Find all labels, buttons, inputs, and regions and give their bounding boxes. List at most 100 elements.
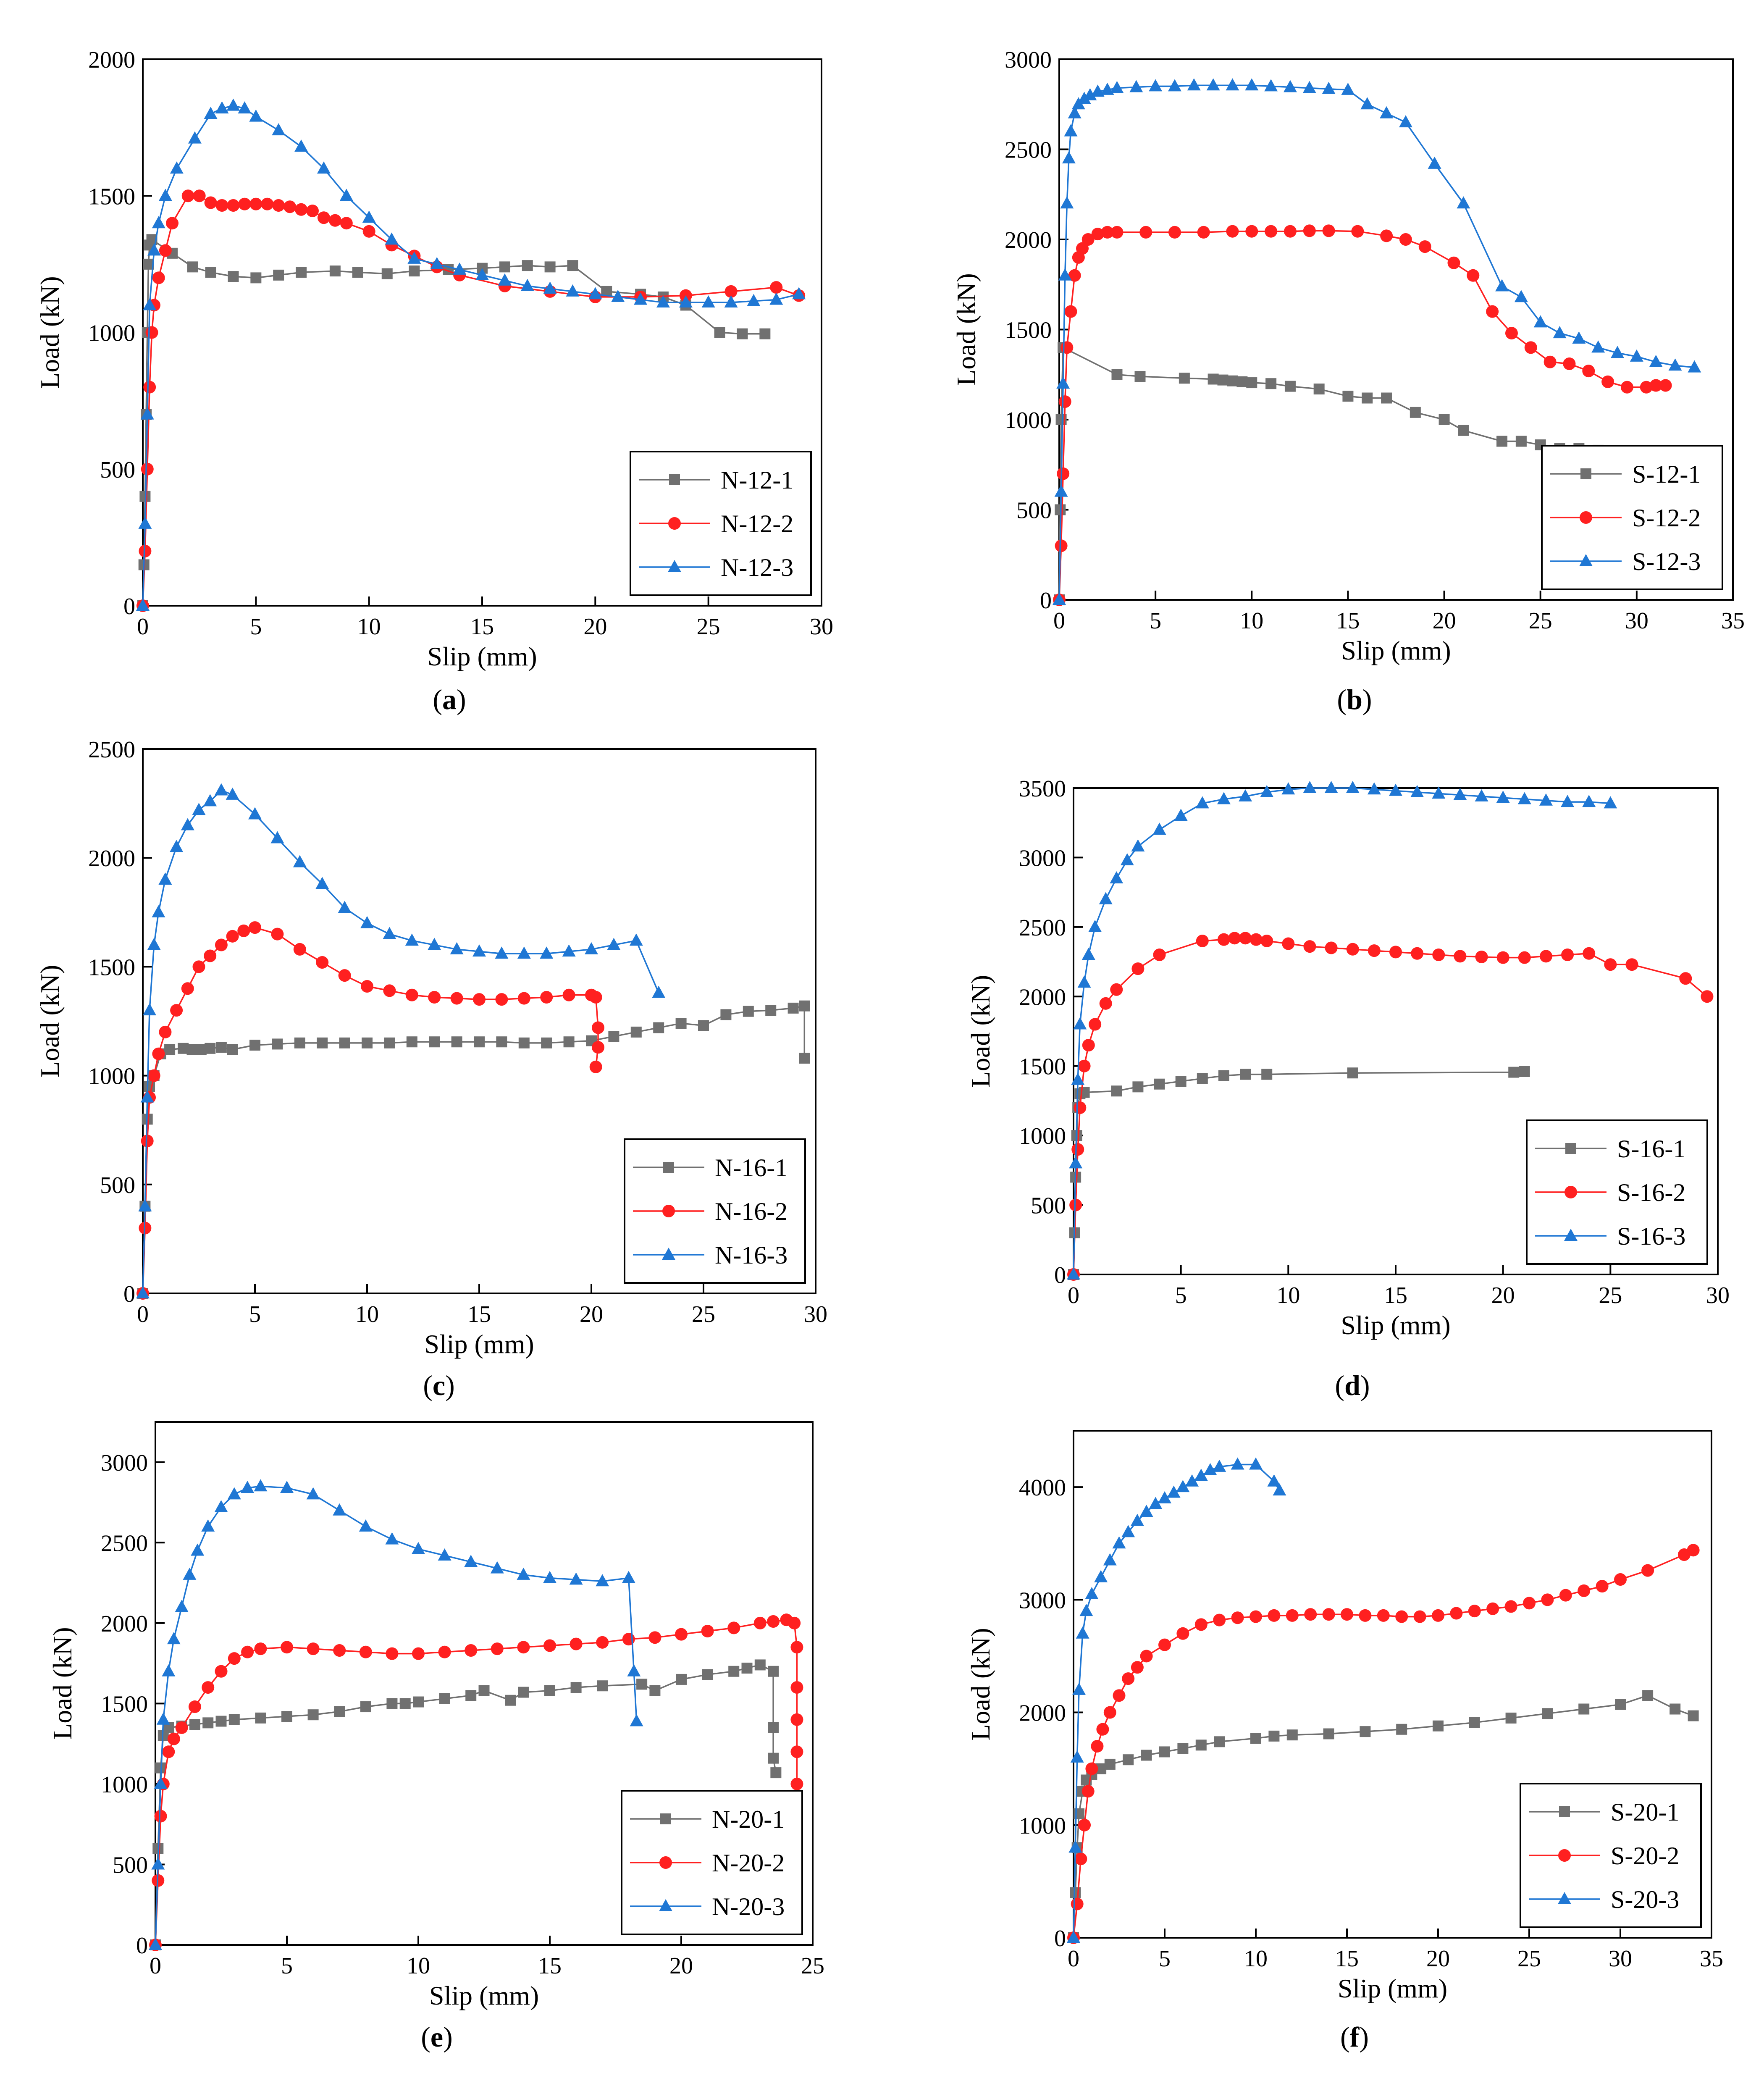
data-point: [1185, 1474, 1199, 1487]
data-point: [520, 279, 534, 291]
data-point: [1217, 374, 1228, 386]
data-point: [162, 1745, 175, 1758]
data-point: [544, 261, 556, 273]
data-point: [741, 1663, 753, 1674]
data-point: [156, 1712, 170, 1725]
data-point: [1578, 1584, 1591, 1597]
data-point: [1281, 782, 1295, 795]
y-tick-label: 3000: [1005, 47, 1052, 73]
data-point: [1360, 1726, 1371, 1737]
data-point: [188, 1700, 201, 1713]
y-tick-label: 2500: [101, 1530, 148, 1556]
data-point: [799, 1000, 810, 1012]
x-tick-label: 30: [810, 614, 833, 640]
data-point: [544, 1685, 555, 1696]
data-point: [1131, 839, 1145, 851]
data-point: [1469, 1717, 1480, 1728]
y-tick-label: 500: [100, 457, 135, 483]
data-point: [149, 1938, 162, 1950]
data-point: [675, 1018, 687, 1029]
data-point: [187, 261, 198, 273]
series-N-20-3: [149, 1479, 643, 1950]
data-point: [159, 244, 172, 257]
data-point: [316, 956, 329, 969]
y-tick-label: 500: [100, 1172, 135, 1198]
legend: S-20-1 S-20-2 S-20-3: [1520, 1783, 1702, 1928]
x-tick-label: 30: [804, 1301, 827, 1327]
data-point: [1110, 983, 1123, 996]
data-point: [1060, 341, 1074, 354]
data-point: [522, 260, 533, 271]
data-point: [284, 200, 297, 213]
y-tick-label: 1000: [88, 1064, 135, 1090]
data-point: [765, 1005, 777, 1016]
data-point: [1504, 1600, 1517, 1613]
x-tick-label: 10: [355, 1301, 379, 1327]
data-point: [1553, 326, 1567, 339]
data-point: [384, 1037, 395, 1048]
data-point: [271, 928, 284, 941]
data-point: [1596, 1580, 1609, 1593]
legend-label: N-20-2: [712, 1849, 785, 1877]
data-point: [1132, 1081, 1144, 1093]
data-point: [1615, 1699, 1626, 1710]
data-point: [1071, 1072, 1085, 1085]
data-point: [1071, 1897, 1084, 1910]
data-point: [1068, 269, 1081, 282]
data-point: [1432, 1609, 1444, 1622]
data-point: [1141, 1750, 1152, 1761]
data-point: [754, 1659, 766, 1671]
data-point: [1359, 1609, 1372, 1622]
data-point: [1362, 392, 1373, 404]
data-point: [428, 991, 441, 1004]
x-tick-label: 25: [697, 614, 720, 640]
data-point: [1486, 305, 1499, 318]
data-point: [1284, 225, 1297, 238]
y-tick-label: 0: [123, 594, 135, 620]
data-point: [338, 969, 351, 982]
data-point: [1303, 940, 1316, 953]
data-point: [1203, 1463, 1217, 1475]
x-tick-label: 0: [1068, 1282, 1079, 1309]
data-point: [181, 982, 194, 995]
legend: S-16-1 S-16-2 S-16-3: [1526, 1119, 1708, 1265]
data-point: [1074, 1808, 1085, 1819]
x-tick-label: 15: [1336, 608, 1360, 634]
data-point: [630, 1026, 642, 1038]
data-point: [205, 1043, 216, 1054]
y-tick-label: 1000: [1019, 1123, 1066, 1149]
x-axis-label: Slip (mm): [1341, 636, 1451, 665]
data-point: [1582, 365, 1595, 378]
data-point: [1399, 115, 1412, 128]
data-point: [607, 938, 621, 950]
data-point: [333, 1503, 346, 1516]
data-point: [597, 1680, 608, 1692]
legend-marker: [1580, 511, 1592, 524]
data-point: [1069, 1156, 1083, 1169]
data-point: [1064, 305, 1077, 318]
y-tick-label: 0: [136, 1933, 148, 1959]
chart-panel-e: 0 5 10 15 20 25 0 500 1000 1500 2000 2500 3000 Slip (…: [47, 1421, 824, 2053]
data-point: [413, 1696, 424, 1708]
data-point: [1322, 224, 1335, 237]
data-point: [1226, 78, 1239, 91]
data-point: [238, 197, 251, 210]
x-tick-label: 20: [1491, 1282, 1515, 1309]
data-point: [281, 1641, 293, 1654]
data-point: [1176, 1627, 1189, 1640]
data-point: [317, 161, 331, 174]
legend-marker: [668, 560, 681, 572]
legend-marker: [659, 1899, 672, 1911]
data-point: [215, 199, 228, 212]
data-point: [226, 98, 240, 111]
data-point: [1541, 1593, 1554, 1606]
data-point: [280, 1481, 294, 1493]
y-tick-label: 3000: [1019, 1587, 1066, 1613]
data-point: [1079, 1604, 1093, 1616]
data-point: [154, 1810, 167, 1823]
data-point: [724, 285, 738, 298]
data-point: [592, 1021, 605, 1034]
y-tick-label: 1500: [88, 184, 135, 210]
data-point: [412, 1647, 425, 1660]
data-point: [1533, 315, 1547, 328]
